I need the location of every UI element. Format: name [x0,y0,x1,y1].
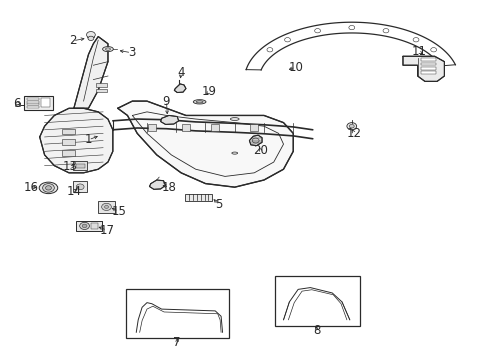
Circle shape [88,36,94,41]
Bar [41,98,50,107]
Bar [98,201,115,213]
Text: 7: 7 [173,336,181,348]
Polygon shape [74,37,108,108]
Text: 2: 2 [69,34,77,48]
Circle shape [104,206,108,208]
Bar [420,58,435,61]
Ellipse shape [193,100,205,104]
Ellipse shape [102,46,113,51]
Polygon shape [402,56,444,81]
Text: 19: 19 [202,85,217,98]
Circle shape [86,32,95,38]
Ellipse shape [105,48,110,50]
Text: 13: 13 [63,160,78,173]
Circle shape [382,28,388,33]
Text: 10: 10 [287,60,303,73]
Polygon shape [160,116,178,125]
Bar [27,103,39,105]
Bar [61,139,75,145]
Circle shape [430,48,436,52]
Bar [24,96,53,110]
Bar [87,34,94,37]
Circle shape [346,123,356,130]
Bar [76,221,102,231]
Bar [420,67,435,69]
Circle shape [252,138,259,143]
Text: 5: 5 [215,198,223,211]
Bar [420,71,435,74]
Ellipse shape [231,152,237,154]
Circle shape [284,37,290,42]
Bar [182,124,189,131]
Text: 16: 16 [23,181,39,194]
Circle shape [348,26,354,30]
Text: 3: 3 [127,46,135,59]
Text: 6: 6 [13,97,20,110]
Bar [73,181,87,192]
Circle shape [42,184,54,192]
Bar [420,63,435,65]
Bar [250,124,258,131]
Bar [76,163,84,168]
Polygon shape [149,180,165,189]
Bar [274,276,359,326]
Bar [73,161,87,170]
Bar [91,223,98,229]
Circle shape [82,224,87,228]
Bar [211,124,219,131]
Polygon shape [174,84,185,93]
Bar [61,150,75,156]
Circle shape [266,48,272,52]
Bar [96,89,106,92]
Bar [126,289,228,338]
Polygon shape [118,101,293,187]
Text: 12: 12 [346,127,361,140]
Circle shape [45,186,51,190]
Text: 8: 8 [312,324,320,337]
Circle shape [348,125,353,128]
Text: 4: 4 [177,66,184,79]
Bar [27,106,39,108]
Text: 20: 20 [253,144,267,157]
Text: 15: 15 [111,205,126,218]
Text: 11: 11 [411,45,426,58]
Bar [61,129,75,134]
Bar [96,83,106,87]
Circle shape [76,184,84,190]
Text: 17: 17 [99,224,114,237]
Bar [27,98,39,100]
Polygon shape [40,108,113,173]
Text: 1: 1 [84,133,92,146]
Circle shape [412,37,418,42]
Bar [148,124,156,131]
Polygon shape [249,135,262,145]
Ellipse shape [196,101,203,103]
Bar [27,101,39,103]
Bar [184,194,211,201]
Text: 14: 14 [66,185,81,198]
Text: 9: 9 [163,95,170,108]
Ellipse shape [230,118,239,121]
Circle shape [80,222,89,229]
Ellipse shape [39,182,58,194]
Text: 18: 18 [162,181,177,194]
Circle shape [102,203,111,211]
Circle shape [314,28,320,33]
Bar [15,104,20,106]
